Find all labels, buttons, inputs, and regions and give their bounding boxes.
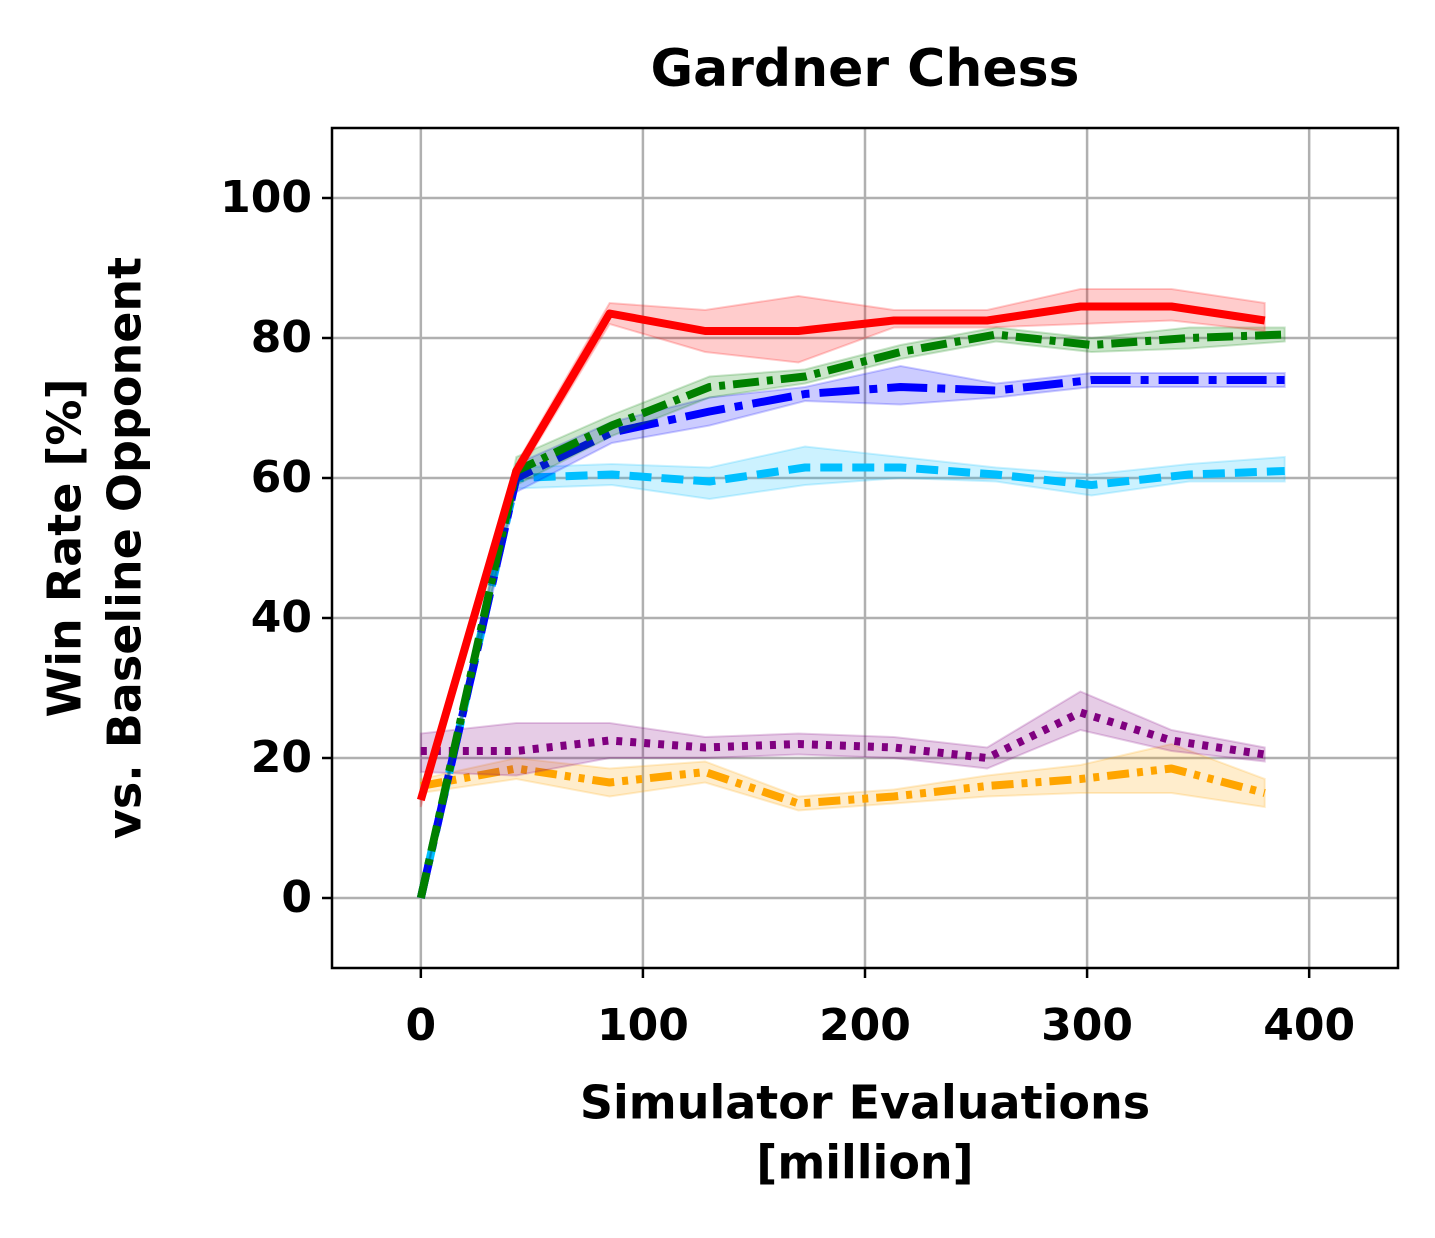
y-tick-label: 0 xyxy=(281,872,312,923)
y-axis-label: Win Rate [%] xyxy=(38,378,92,717)
series-line xyxy=(416,463,1285,899)
y-tick-label: 20 xyxy=(251,732,312,783)
confidence-band xyxy=(419,690,1266,777)
chart-title: Gardner Chess xyxy=(650,39,1079,99)
y-tick-label: 80 xyxy=(251,312,312,363)
x-tick-label: 0 xyxy=(406,1000,437,1051)
y-tick-label: 40 xyxy=(251,592,312,643)
x-axis-label: Simulator Evaluations xyxy=(580,1076,1150,1130)
plot-frame xyxy=(330,126,1400,970)
x-tick-label: 200 xyxy=(819,1000,911,1051)
series-line xyxy=(416,330,1285,899)
x-tick-label: 300 xyxy=(1041,1000,1133,1051)
y-tick-label: 60 xyxy=(251,452,312,503)
series-line xyxy=(416,376,1285,899)
y-tick-label: 100 xyxy=(220,172,312,223)
series-line xyxy=(420,708,1266,762)
series-line xyxy=(420,764,1266,808)
confidence-band xyxy=(419,364,1286,899)
x-tick-label: 100 xyxy=(597,1000,689,1051)
x-axis-label: [million] xyxy=(756,1136,973,1190)
confidence-band xyxy=(419,742,1266,812)
series-line xyxy=(416,302,1266,802)
y-axis-label: vs. Baseline Opponent xyxy=(98,257,152,839)
confidence-band xyxy=(419,326,1286,899)
confidence-band xyxy=(419,288,1266,808)
confidence-band xyxy=(419,445,1286,899)
x-tick-label: 400 xyxy=(1263,1000,1355,1051)
